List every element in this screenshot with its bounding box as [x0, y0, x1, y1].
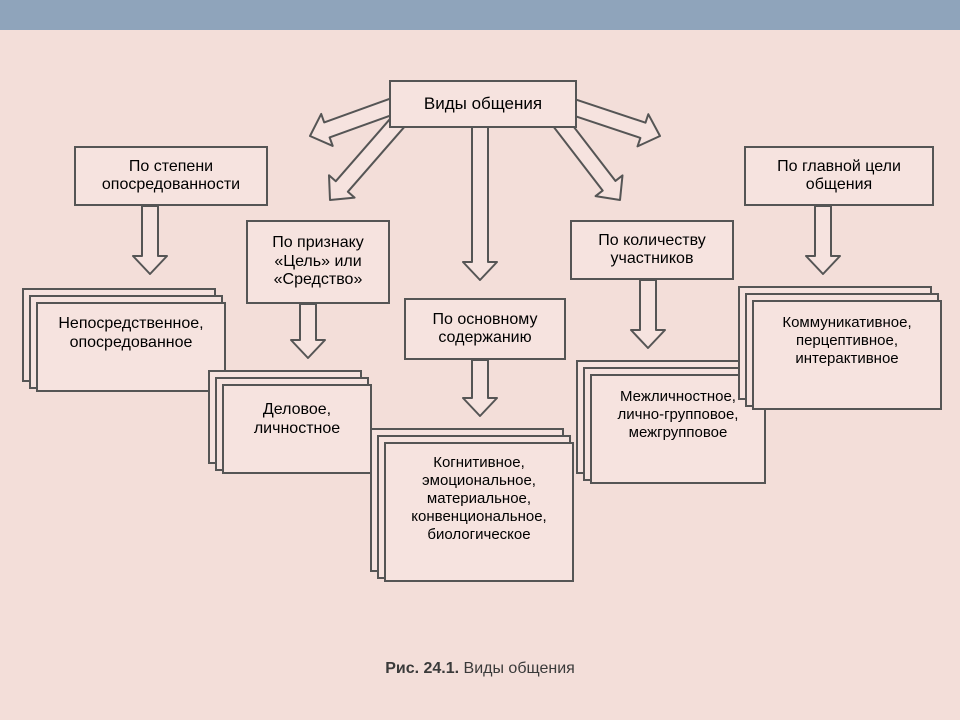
criterion-box: По основному содержанию [404, 298, 566, 360]
result-sheet-front: Непосредственное, опосредованное [36, 302, 226, 392]
figure-caption: Рис. 24.1. Виды общения [330, 660, 630, 678]
result-label: Непосредственное, опосредованное [38, 314, 224, 352]
result-stack: Когнитивное, эмоциональное, материальное… [370, 428, 574, 582]
criterion-label: По главной цели общения [777, 158, 901, 195]
result-sheet-front: Деловое, личностное [222, 384, 372, 474]
result-label: Деловое, личностное [224, 400, 370, 438]
root-node: Виды общения [389, 80, 577, 128]
result-stack: Коммуникативное, перцептивное, интеракти… [738, 286, 942, 410]
criterion-label: По количеству участников [598, 232, 706, 269]
result-label: Когнитивное, эмоциональное, материальное… [386, 454, 572, 544]
criterion-box: По признаку «Цель» или «Средство» [246, 220, 390, 304]
result-stack: Деловое, личностное [208, 370, 372, 474]
window-topbar [0, 0, 960, 30]
result-label: Коммуникативное, перцептивное, интеракти… [754, 314, 940, 368]
result-stack: Непосредственное, опосредованное [22, 288, 226, 392]
result-sheet-front: Когнитивное, эмоциональное, материальное… [384, 442, 574, 582]
result-sheet-front: Коммуникативное, перцептивное, интеракти… [752, 300, 942, 410]
criterion-label: По степени опосредованности [102, 158, 240, 195]
criterion-label: По признаку «Цель» или «Средство» [272, 234, 364, 289]
criterion-box: По степени опосредованности [74, 146, 268, 206]
criterion-box: По количеству участников [570, 220, 734, 280]
root-label: Виды общения [424, 94, 542, 114]
criterion-box: По главной цели общения [744, 146, 934, 206]
criterion-label: По основному содержанию [433, 311, 538, 348]
